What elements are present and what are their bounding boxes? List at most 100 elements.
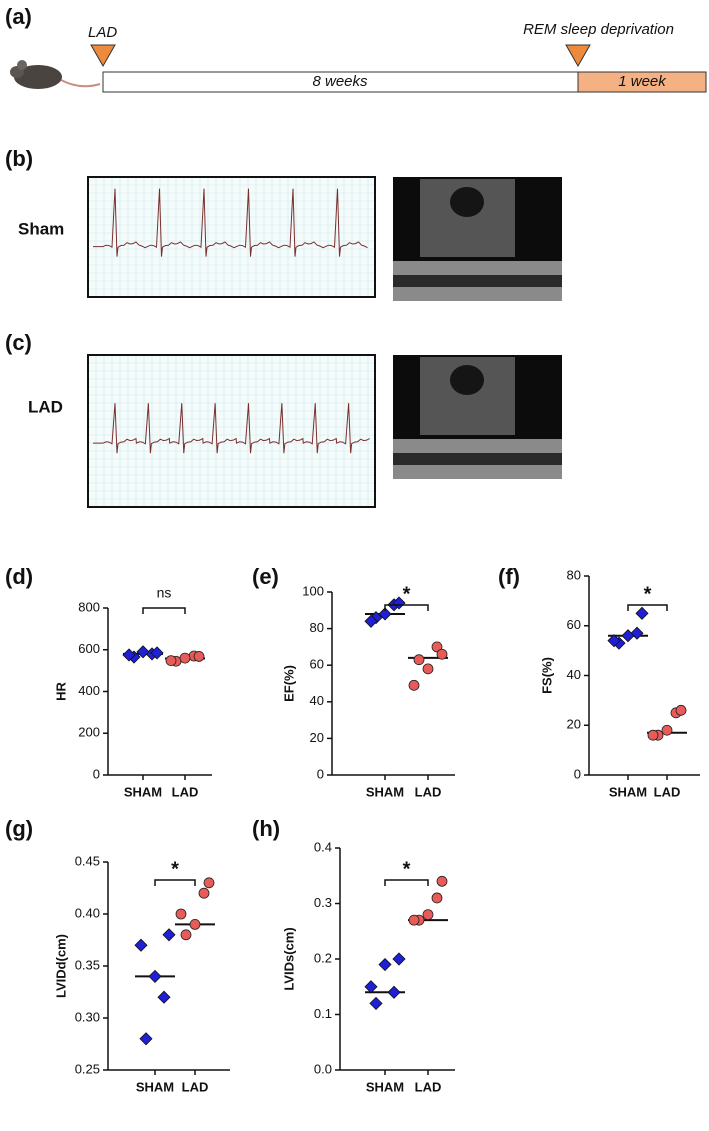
data-point bbox=[635, 606, 649, 620]
x-tick-label: LAD bbox=[182, 1079, 209, 1094]
data-point bbox=[203, 877, 215, 889]
significance-label: * bbox=[644, 583, 652, 605]
y-tick-label: 800 bbox=[78, 599, 100, 614]
event-label: LAD bbox=[88, 24, 117, 41]
panel-label: (a) bbox=[5, 4, 32, 29]
data-point bbox=[193, 651, 205, 662]
data-point bbox=[422, 663, 434, 675]
echo-mmode-band bbox=[393, 453, 562, 465]
echo-chamber bbox=[450, 187, 484, 217]
y-tick-label: 60 bbox=[310, 657, 324, 672]
x-tick-label: LAD bbox=[172, 784, 199, 799]
y-tick-label: 200 bbox=[78, 725, 100, 740]
ecg-frame bbox=[87, 176, 376, 298]
data-point bbox=[150, 646, 164, 660]
data-point bbox=[621, 629, 635, 643]
mouse-icon bbox=[10, 60, 101, 89]
data-point bbox=[157, 990, 171, 1004]
x-tick-label: SHAM bbox=[124, 784, 162, 799]
y-tick-label: 0.1 bbox=[314, 1006, 332, 1021]
significance-label: * bbox=[403, 583, 411, 605]
y-tick-label: 40 bbox=[310, 693, 324, 708]
significance-label: * bbox=[403, 858, 411, 880]
data-point bbox=[436, 648, 448, 660]
data-point bbox=[436, 875, 448, 887]
panel-label: (h) bbox=[252, 816, 280, 841]
data-point bbox=[431, 641, 443, 653]
data-point bbox=[122, 648, 136, 662]
y-tick-label: 80 bbox=[567, 567, 581, 582]
data-point bbox=[378, 607, 392, 621]
x-tick-label: SHAM bbox=[366, 784, 404, 799]
y-tick-label: 20 bbox=[567, 717, 581, 732]
panel-label: (c) bbox=[5, 330, 32, 355]
y-axis-label: EF(%) bbox=[281, 665, 296, 702]
ecg-trace bbox=[93, 188, 368, 257]
y-tick-label: 0 bbox=[574, 766, 581, 781]
significance-bracket bbox=[384, 879, 429, 886]
data-point bbox=[413, 654, 425, 666]
data-point bbox=[661, 724, 673, 736]
event-marker bbox=[90, 44, 116, 68]
data-point bbox=[392, 596, 406, 610]
y-tick-label: 100 bbox=[302, 583, 324, 598]
y-tick-label: 0.45 bbox=[75, 853, 100, 868]
data-point bbox=[136, 645, 150, 659]
data-point bbox=[189, 919, 201, 930]
panel-label: (g) bbox=[5, 816, 33, 841]
data-point bbox=[180, 929, 192, 941]
echo-mmode-band bbox=[393, 275, 562, 287]
echo-chamber bbox=[450, 365, 484, 395]
significance-label: ns bbox=[157, 585, 172, 601]
y-tick-label: 0.35 bbox=[75, 957, 100, 972]
event-marker bbox=[565, 44, 591, 68]
y-tick-label: 600 bbox=[78, 641, 100, 656]
data-point bbox=[148, 969, 162, 983]
data-point bbox=[675, 704, 687, 716]
y-tick-label: 0.3 bbox=[314, 895, 332, 910]
data-point bbox=[431, 892, 443, 904]
x-tick-label: LAD bbox=[415, 784, 442, 799]
data-point bbox=[364, 614, 378, 628]
ecg-frame bbox=[87, 354, 376, 508]
data-point bbox=[392, 952, 406, 966]
phase-bar bbox=[577, 71, 707, 93]
data-point bbox=[647, 729, 659, 741]
y-tick-label: 40 bbox=[567, 667, 581, 682]
phase-label: 8 weeks bbox=[312, 73, 368, 90]
group-label: LAD bbox=[28, 397, 63, 416]
significance-bracket bbox=[154, 879, 196, 886]
data-point bbox=[408, 914, 420, 926]
phase-label: 1 week bbox=[618, 73, 667, 90]
significance-label: * bbox=[171, 858, 179, 880]
x-tick-label: SHAM bbox=[366, 1079, 404, 1094]
y-axis-label: LVIDs(cm) bbox=[281, 927, 296, 990]
panel-label: (b) bbox=[5, 146, 33, 171]
data-point bbox=[364, 980, 378, 994]
event-label: REM sleep deprivation bbox=[523, 21, 674, 38]
y-tick-label: 60 bbox=[567, 617, 581, 632]
y-tick-label: 0.2 bbox=[314, 950, 332, 965]
significance-bracket bbox=[384, 604, 429, 611]
y-tick-label: 20 bbox=[310, 730, 324, 745]
group-label: Sham bbox=[18, 219, 64, 238]
y-tick-label: 0.30 bbox=[75, 1009, 100, 1024]
data-point bbox=[139, 1032, 153, 1046]
data-point bbox=[422, 909, 434, 920]
ecg-trace bbox=[93, 403, 370, 454]
data-point bbox=[179, 652, 191, 664]
y-tick-label: 0 bbox=[93, 766, 100, 781]
data-point bbox=[162, 928, 176, 942]
y-tick-label: 0 bbox=[317, 766, 324, 781]
significance-bracket bbox=[627, 604, 668, 611]
data-point bbox=[408, 679, 420, 691]
y-tick-label: 0.40 bbox=[75, 905, 100, 920]
data-point bbox=[198, 887, 210, 899]
x-tick-label: LAD bbox=[654, 784, 681, 799]
data-point bbox=[369, 996, 383, 1010]
y-tick-label: 80 bbox=[310, 620, 324, 635]
y-tick-label: 0.0 bbox=[314, 1061, 332, 1076]
data-point bbox=[165, 655, 177, 667]
